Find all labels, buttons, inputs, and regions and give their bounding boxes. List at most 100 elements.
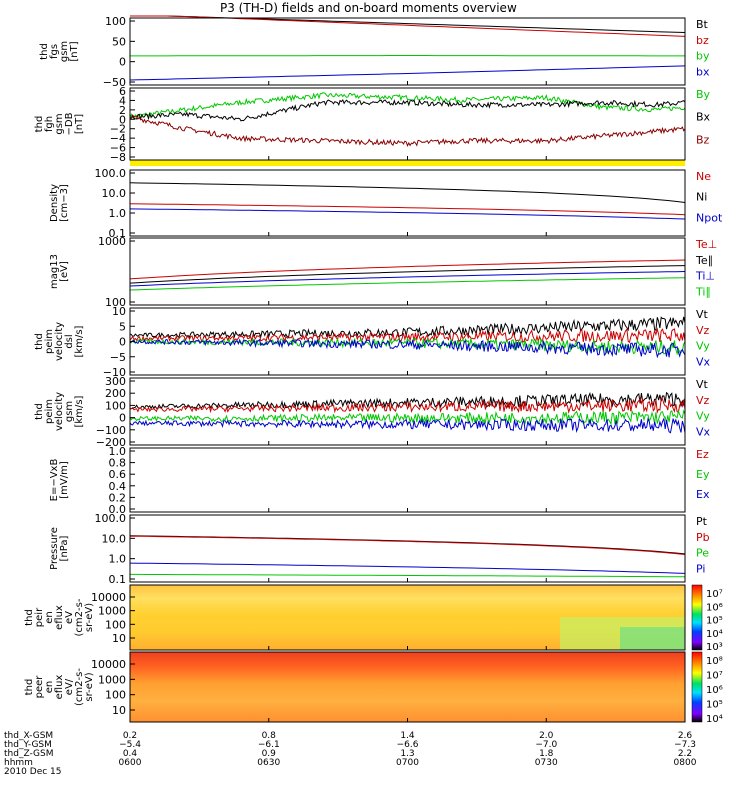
- y-axis-label: thd: [24, 609, 35, 626]
- y-tick-label: 50: [112, 35, 126, 48]
- ephemeris-value: 0.4: [123, 749, 138, 759]
- colorbar: [691, 584, 703, 651]
- legend-pressure-Pt: Pt: [696, 515, 708, 528]
- y-axis-label: eV/: [64, 678, 75, 695]
- y-axis-label: [km/s]: [74, 395, 85, 427]
- legend-fgs-bx: bx: [696, 65, 710, 78]
- ephemeris-value: 0.8: [262, 731, 277, 741]
- y-tick-label: 4: [119, 94, 126, 107]
- ephemeris-value: 2.2: [678, 749, 692, 759]
- colorbar-tick-label: 10⁶: [706, 685, 723, 696]
- y-tick-label: 0.8: [109, 457, 127, 470]
- ephemeris-value: 2.6: [678, 731, 693, 741]
- series-temp-Ti∥: [129, 277, 686, 291]
- series-fgs-bx: [129, 65, 686, 81]
- y-axis-label: [mV/m]: [59, 461, 70, 499]
- y-tick-label: −200: [96, 436, 126, 449]
- spectrogram-low-flux-region: [620, 627, 685, 650]
- y-tick-label: 10: [112, 632, 126, 645]
- y-axis-label: en: [44, 681, 55, 694]
- ephemeris-value: 1.8: [539, 749, 554, 759]
- legend-pressure-Pi: Pi: [696, 562, 705, 575]
- ephemeris-value: 1.4: [400, 731, 415, 741]
- y-axis-label: −DB: [64, 112, 75, 135]
- series-fgh-Bx: [129, 99, 686, 122]
- legend-vdsl-Vt: Vt: [696, 308, 709, 321]
- series-density-Ni: [129, 182, 686, 203]
- legend-vdsl-Vy: Vy: [696, 340, 710, 353]
- legend-vdsl-Vz: Vz: [696, 324, 710, 337]
- y-axis-label: peim: [44, 399, 55, 424]
- series-fgh-Bz: [129, 114, 686, 148]
- y-tick-label: 0: [119, 336, 126, 349]
- legend-pressure-Pe: Pe: [696, 547, 709, 560]
- ephemeris-row-label: thd_X-GSM: [4, 731, 53, 741]
- ephemeris-value: −7.3: [674, 740, 696, 750]
- y-tick-label: 100: [105, 296, 126, 309]
- y-axis-label: thd: [34, 333, 45, 350]
- y-tick-label: 5: [119, 320, 126, 333]
- y-tick-label: 1.0: [109, 445, 127, 458]
- ephemeris-row-label: thd_Y-GSM: [4, 740, 52, 750]
- y-tick-label: −100: [96, 424, 126, 437]
- ephemeris-row-label: thd_Z-GSM: [4, 749, 53, 759]
- panel-frame-vgsm: [129, 377, 686, 446]
- ephemeris-value: 0.2: [123, 731, 137, 741]
- y-axis-label: thd: [34, 403, 45, 420]
- y-tick-label: 10.0: [102, 187, 127, 200]
- plot-date: 2010 Dec 15: [4, 767, 62, 777]
- series-temp-Te∥: [129, 265, 686, 284]
- y-axis-label: mag13: [49, 254, 60, 289]
- y-axis-label: Pressure: [49, 527, 60, 570]
- legend-fgs-bz: bz: [696, 34, 709, 47]
- series-temp-Ti⊥: [129, 271, 686, 287]
- colorbar: [691, 651, 703, 723]
- legend-vgsm-Vt: Vt: [696, 378, 709, 391]
- colorbar-tick-label: 10⁷: [706, 671, 723, 682]
- plot-title: P3 (TH-D) fields and on-board moments ov…: [220, 1, 517, 15]
- y-tick-label: 0.0: [109, 503, 127, 516]
- y-axis-label: E=−VxB: [49, 459, 60, 502]
- y-tick-label: 1000: [98, 673, 126, 686]
- ephemeris-value: 2.0: [539, 731, 554, 741]
- y-axis-label: thd: [24, 679, 35, 696]
- fgh-data-flag-bar: [130, 160, 685, 166]
- series-temp-Te⊥: [129, 259, 686, 280]
- series-density-Npot: [129, 208, 686, 220]
- legend-temp-Te⊥: Te⊥: [695, 238, 717, 251]
- y-axis-label: fgs: [49, 44, 60, 59]
- series-fgh-By: [129, 92, 686, 120]
- colorbar-tick-label: 10⁵: [706, 616, 723, 627]
- series-vdsl-Vt: [129, 316, 686, 339]
- legend-fgs-by: by: [696, 50, 710, 63]
- y-tick-label: 1.0: [109, 207, 127, 220]
- series-pressure-Pi: [129, 562, 686, 574]
- series-pressure-Pe: [130, 573, 685, 578]
- colorbar-tick-label: 10⁵: [706, 700, 723, 711]
- y-tick-label: 100.0: [95, 512, 127, 525]
- series-density-Ne: [129, 203, 686, 216]
- y-axis-label: en: [44, 611, 55, 624]
- y-axis-label: [nPa]: [59, 535, 70, 561]
- ephemeris-value: −5.4: [119, 740, 141, 750]
- y-tick-label: 1000: [98, 235, 126, 248]
- y-axis-label: [eV]: [59, 261, 70, 282]
- series-vgsm-Vx: [129, 416, 686, 434]
- ephemeris-row-label: hhmm: [4, 758, 33, 768]
- y-tick-label: 100: [105, 399, 126, 412]
- y-tick-label: 0: [119, 56, 126, 69]
- y-axis-label: sr-eV): [84, 672, 95, 701]
- legend-efield-Ey: Ey: [696, 468, 710, 481]
- series-vgsm-Vz: [129, 397, 686, 415]
- y-tick-label: −10: [103, 366, 126, 379]
- colorbar-tick-label: 10⁴: [706, 629, 723, 640]
- y-tick-label: 10: [112, 305, 126, 318]
- legend-fgh-Bz: Bz: [696, 133, 710, 146]
- y-tick-label: 0.1: [109, 573, 127, 586]
- y-axis-label: [cm−3]: [59, 184, 70, 222]
- colorbar-tick-label: 10⁷: [706, 589, 723, 600]
- y-axis-label: fgh: [44, 116, 55, 132]
- legend-density-Ne: Ne: [696, 170, 711, 183]
- ephemeris-value: 1.3: [400, 749, 414, 759]
